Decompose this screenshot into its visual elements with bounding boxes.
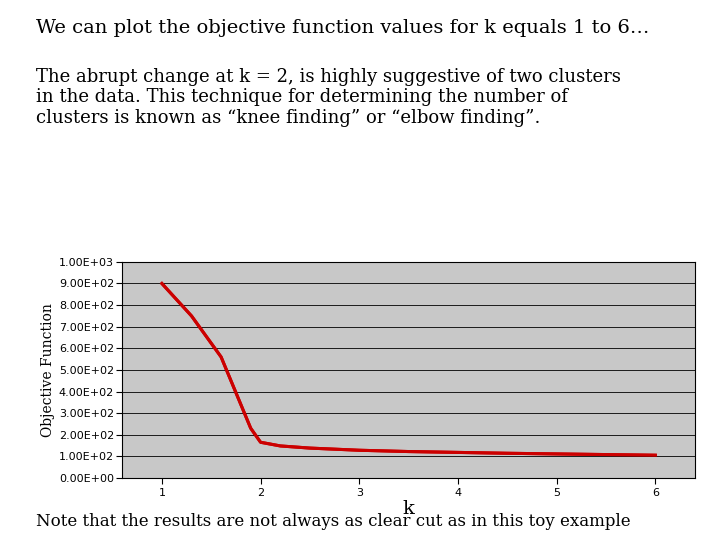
Y-axis label: Objective Function: Objective Function [40, 303, 55, 437]
Text: The abrupt change at k = 2, is highly suggestive of two clusters
in the data. Th: The abrupt change at k = 2, is highly su… [36, 68, 621, 127]
Text: We can plot the objective function values for k equals 1 to 6…: We can plot the objective function value… [36, 19, 649, 37]
Text: Note that the results are not always as clear cut as in this toy example: Note that the results are not always as … [36, 514, 631, 530]
X-axis label: k: k [402, 501, 415, 518]
